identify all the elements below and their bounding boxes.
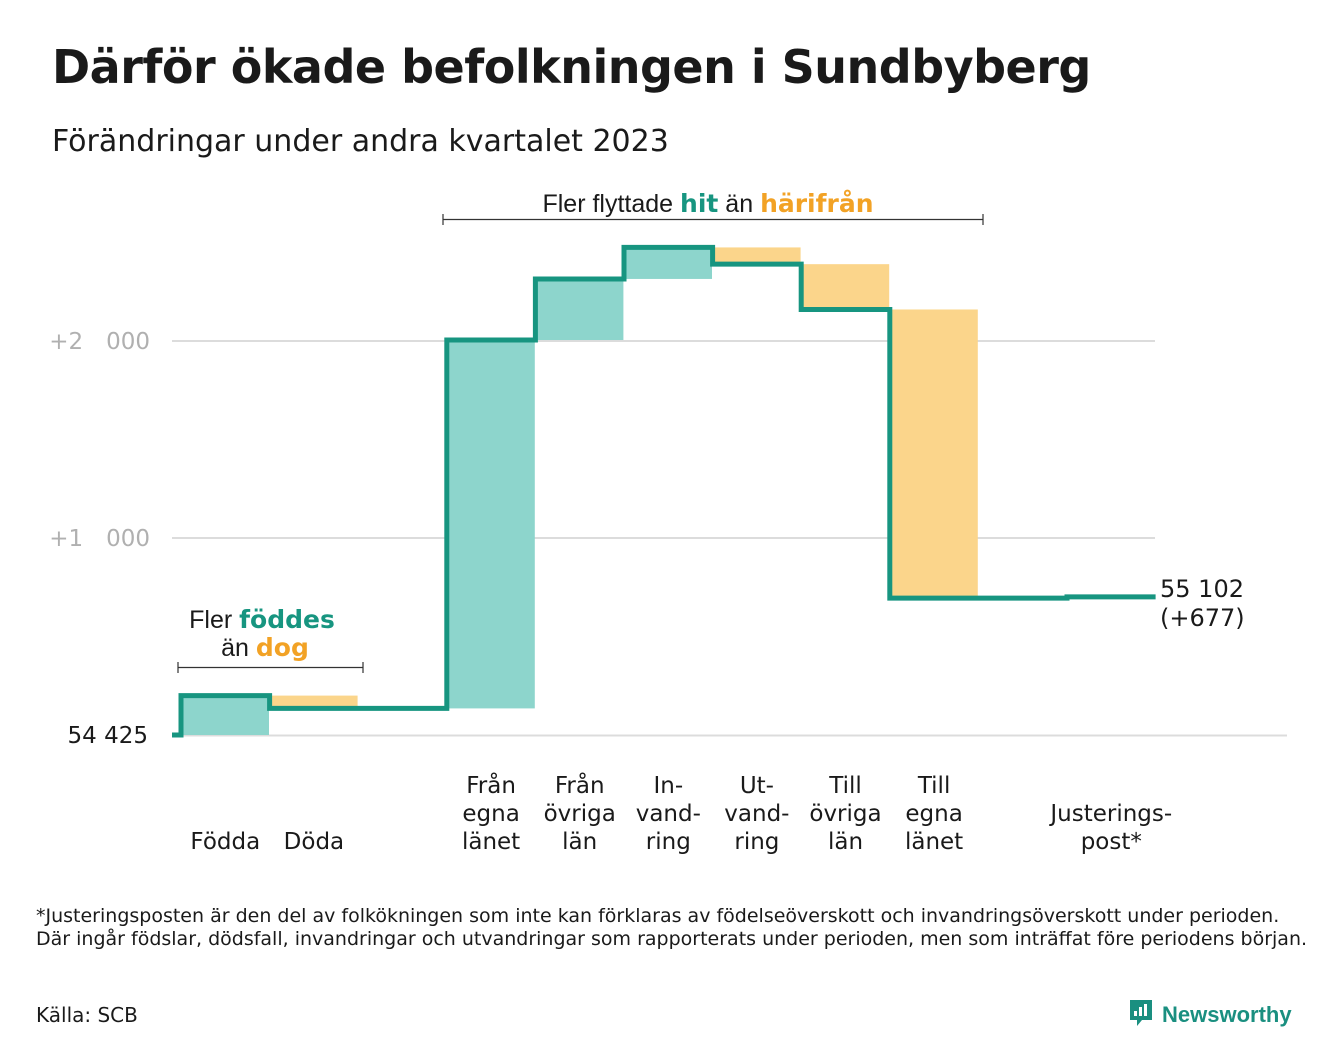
source-label: Källa: SCB xyxy=(36,1003,138,1027)
x-category-label: post* xyxy=(1081,829,1142,855)
bar-födda xyxy=(181,695,269,735)
y-tick-label: +2 000 xyxy=(49,329,150,355)
births-annotation-line1: Fler föddes xyxy=(189,605,335,634)
x-category-label: län xyxy=(828,829,863,855)
x-category-label: Från xyxy=(555,771,605,799)
migration-annotation: Fler flyttade hit än härifrån xyxy=(442,189,984,225)
labels: Födda DödaFrånegnalänetFrånövrigalänIn-va… xyxy=(190,771,1172,855)
bar-döda xyxy=(269,695,358,709)
y-tick-label: +1 000 xyxy=(49,526,150,552)
x-category-label: övriga xyxy=(544,801,616,827)
bar-från-egna-länet xyxy=(446,340,535,709)
x-category-label: Från xyxy=(466,771,516,799)
bar-till-egna-länet xyxy=(889,309,978,599)
x-category-label: Till xyxy=(917,773,951,799)
x-category-label: län xyxy=(562,829,597,855)
x-category-label: länet xyxy=(905,829,963,855)
x-category-label: In- xyxy=(653,773,683,799)
x-category-label: ring xyxy=(646,829,691,855)
births-bracket xyxy=(177,662,364,673)
x-category-label: egna xyxy=(905,801,962,827)
births-annotation: Fler föddes än dog xyxy=(177,605,364,673)
chart-subtitle: Förändringar under andra kvartalet 2023 xyxy=(52,124,669,159)
bar-från-övriga-län xyxy=(535,278,624,341)
x-category-label: vand- xyxy=(636,801,701,827)
end-value-label: 55 102 xyxy=(1160,575,1244,603)
bar-ut-vandring xyxy=(712,247,801,265)
end-change-label: (+677) xyxy=(1160,604,1245,632)
cumulative-step-line xyxy=(172,244,1156,738)
bar-in-vandring xyxy=(624,247,712,279)
chart-title: Därför ökade befolkningen i Sundbyberg xyxy=(52,40,1091,94)
x-category-label: länet xyxy=(462,829,520,855)
footnote: *Justeringsposten är den del av folkökni… xyxy=(36,905,1308,950)
x-category-label: Födda xyxy=(190,829,260,855)
brand-logo[interactable]: Newsworthy xyxy=(1128,998,1292,1032)
x-category-label: vand- xyxy=(724,801,789,827)
brand-name: Newsworthy xyxy=(1162,1002,1292,1027)
start-value-label: 54 425 xyxy=(68,723,148,749)
births-annotation-line2: än dog xyxy=(221,633,309,662)
bars xyxy=(181,247,1155,735)
migration-annotation-text: Fler flyttade hit än härifrån xyxy=(542,189,873,218)
x-category-label: Till xyxy=(828,773,862,799)
x-category-label: egna xyxy=(462,801,519,827)
x-category-label: Döda xyxy=(284,829,344,855)
gridlines: +2 000 +1 000 54 425 xyxy=(49,329,1287,749)
x-category-label: övriga xyxy=(809,801,881,827)
x-category-label: Justerings- xyxy=(1048,801,1172,827)
migration-bracket xyxy=(442,214,984,225)
bar-till-övriga-län xyxy=(801,264,890,310)
x-category-label: Ut- xyxy=(740,773,774,799)
newsworthy-logo-icon xyxy=(1128,998,1154,1032)
x-category-label: ring xyxy=(734,829,779,855)
